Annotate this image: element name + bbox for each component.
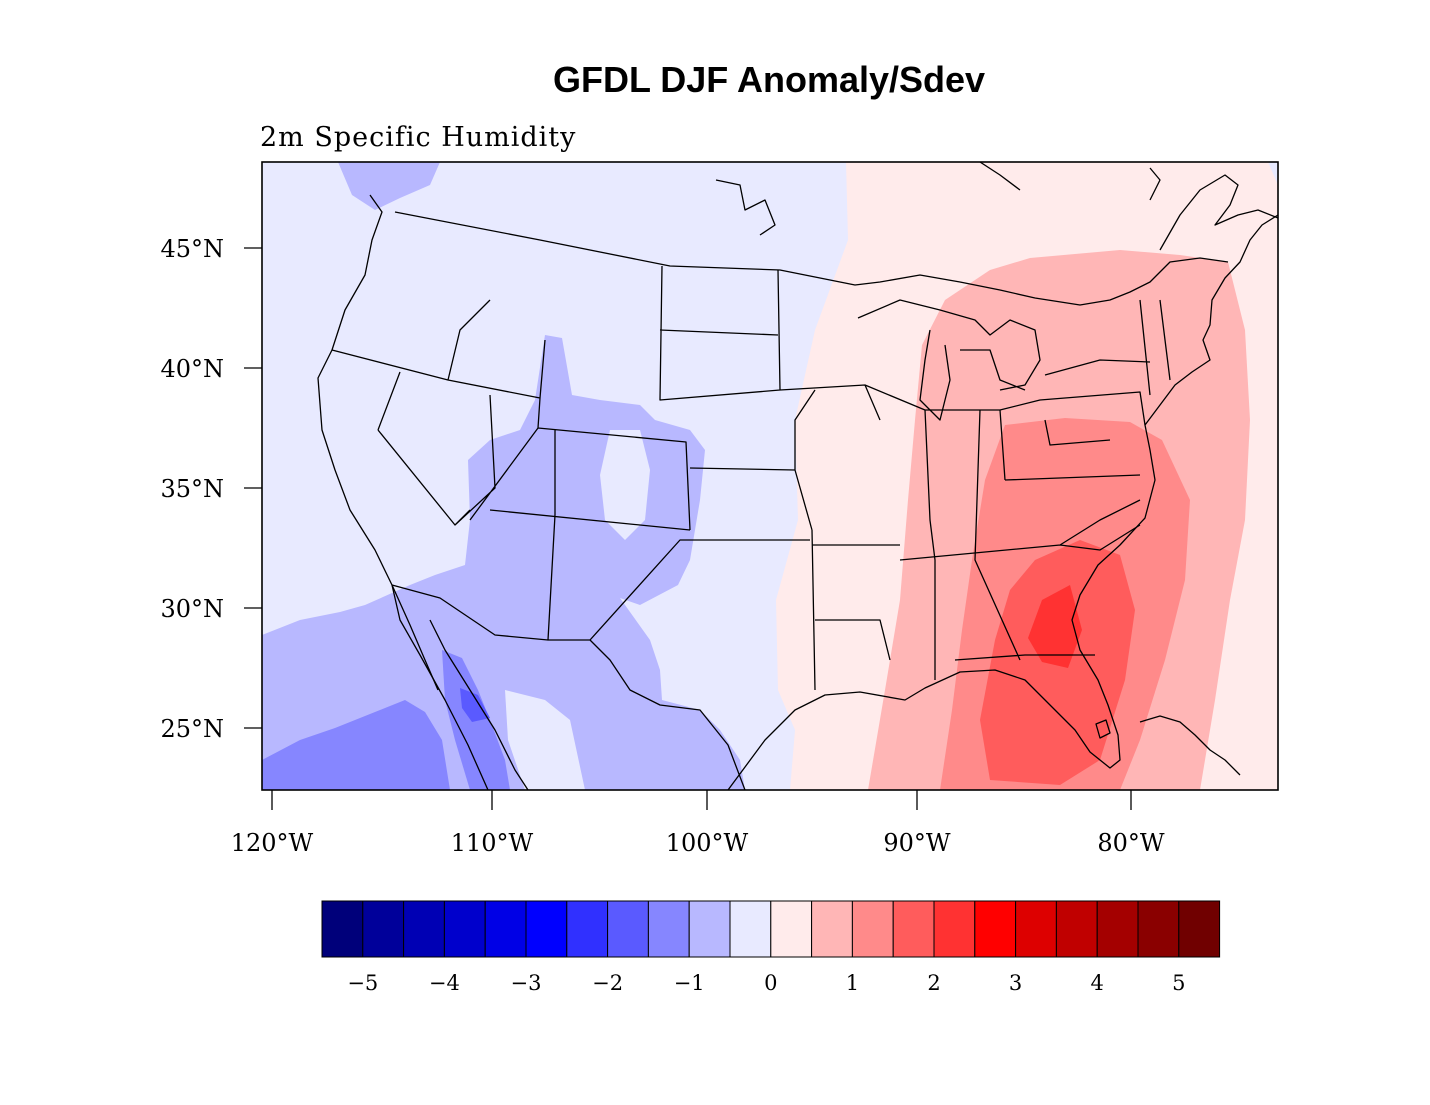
field-level-m1-nw bbox=[338, 162, 440, 210]
colorbar-label: 1 bbox=[846, 971, 859, 995]
lon-tick-label: 90°W bbox=[883, 829, 951, 857]
colorbar-swatch bbox=[811, 900, 853, 958]
colorbar-label: −3 bbox=[511, 971, 542, 995]
colorbar-label: 5 bbox=[1172, 971, 1185, 995]
colorbar-swatch bbox=[1096, 900, 1139, 958]
field-level-m2 bbox=[262, 700, 450, 790]
canada-coast-ne bbox=[1149, 167, 1278, 251]
colorbar-swatch bbox=[933, 900, 976, 958]
colorbar-swatch bbox=[362, 900, 405, 958]
field-level-m1-hole-baja bbox=[505, 690, 585, 790]
colorbar-swatch bbox=[566, 900, 609, 958]
lon-tick-label: 120°W bbox=[231, 829, 314, 857]
colorbar-swatch bbox=[607, 900, 649, 958]
colorbar-label: 2 bbox=[927, 971, 940, 995]
colorbar-swatch bbox=[1055, 900, 1098, 958]
great-lakes bbox=[857, 299, 1151, 421]
colorbar-swatch bbox=[1178, 900, 1221, 958]
colorbar-label: −4 bbox=[429, 971, 460, 995]
colorbar-swatch bbox=[1137, 900, 1180, 958]
colorbar-swatch bbox=[851, 900, 894, 958]
state-lines-east bbox=[864, 299, 1171, 680]
colorbar-label: −2 bbox=[592, 971, 623, 995]
colorbar-swatch bbox=[647, 900, 690, 958]
colorbar-label: 0 bbox=[764, 971, 777, 995]
florida-lake bbox=[1095, 719, 1111, 739]
state-lines-central bbox=[659, 265, 900, 691]
colorbar-swatch bbox=[974, 900, 1017, 958]
colorbar-swatch bbox=[403, 900, 445, 958]
colorbar-swatch bbox=[525, 900, 568, 958]
canada-coast-nw bbox=[715, 162, 1021, 236]
lon-axis: 120°W 110°W 100°W 90°W 80°W bbox=[231, 790, 1165, 857]
lat-tick-label: 25°N bbox=[160, 715, 224, 743]
lat-axis: 45°N 40°N 35°N 30°N 25°N bbox=[160, 235, 262, 743]
colorbar-swatch bbox=[443, 900, 486, 958]
coastline-west bbox=[317, 194, 489, 790]
lat-tick-label: 30°N bbox=[160, 595, 224, 623]
lon-tick-label: 80°W bbox=[1097, 829, 1165, 857]
border-canada bbox=[394, 211, 1229, 306]
map-plot-area bbox=[262, 162, 1278, 790]
lat-tick-label: 35°N bbox=[160, 475, 224, 503]
colorbar-swatch bbox=[321, 900, 364, 958]
field-level-m1-hole-plains bbox=[600, 430, 650, 540]
colorbar-swatch bbox=[770, 900, 813, 958]
colorbar-label: 4 bbox=[1091, 971, 1104, 995]
lon-tick-label: 100°W bbox=[666, 829, 749, 857]
colorbar: −5 −4 −3 −2 −1 0 1 2 3 4 5 bbox=[321, 900, 1221, 995]
colorbar-swatch bbox=[729, 900, 772, 958]
colorbar-label: −5 bbox=[347, 971, 378, 995]
colorbar-label: 3 bbox=[1009, 971, 1022, 995]
border-mexico bbox=[391, 584, 746, 790]
coastline-gulf bbox=[727, 214, 1278, 790]
coastline-baja bbox=[391, 584, 439, 691]
coastline-mexico-west bbox=[429, 619, 529, 790]
field-level-m3 bbox=[460, 688, 490, 722]
map-title: GFDL DJF Anomaly/Sdev bbox=[553, 59, 985, 100]
colorbar-swatch bbox=[484, 900, 527, 958]
cuba bbox=[1139, 715, 1241, 776]
colorbar-label: −1 bbox=[674, 971, 705, 995]
map-subtitle: 2m Specific Humidity bbox=[260, 122, 576, 153]
colorbar-swatch bbox=[688, 900, 731, 958]
field-level-p4 bbox=[1028, 585, 1082, 668]
map-frame bbox=[261, 161, 1279, 791]
lat-tick-label: 45°N bbox=[160, 235, 224, 263]
colorbar-swatch bbox=[892, 900, 935, 958]
lon-tick-label: 110°W bbox=[451, 829, 534, 857]
colorbar-swatch bbox=[1015, 900, 1057, 958]
lat-tick-label: 40°N bbox=[160, 355, 224, 383]
state-lines-west bbox=[331, 299, 810, 641]
